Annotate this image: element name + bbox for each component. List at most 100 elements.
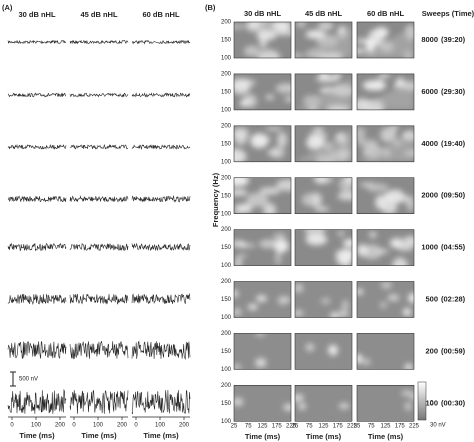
y-axis-label: Frequency (Hz) bbox=[211, 172, 220, 227]
waveform bbox=[69, 390, 129, 414]
blob bbox=[357, 126, 366, 142]
x-tick-label: 125 bbox=[380, 424, 391, 430]
x-tick-label: 0 bbox=[10, 423, 14, 429]
waveform bbox=[131, 195, 191, 203]
colorbar-min: 0 bbox=[430, 401, 434, 407]
blob bbox=[319, 73, 327, 81]
blob bbox=[295, 310, 304, 317]
blob bbox=[243, 45, 260, 57]
heatmap-frame bbox=[294, 281, 353, 318]
blob bbox=[272, 30, 291, 36]
heatmap-frame bbox=[233, 229, 292, 266]
x-tick-label: 75 bbox=[368, 424, 375, 430]
heatmap-frame bbox=[233, 333, 292, 370]
x-axis-label: Time (ms) bbox=[306, 432, 342, 441]
blob bbox=[296, 22, 306, 28]
blob-group bbox=[234, 232, 289, 266]
scale-bar-label: 500 nV bbox=[19, 377, 38, 383]
blob bbox=[402, 307, 412, 317]
waveform bbox=[69, 143, 129, 150]
x-tick-label: 75 bbox=[306, 424, 313, 430]
time-label: (09:50) bbox=[441, 191, 466, 200]
heatmap-bg bbox=[234, 385, 291, 422]
x-tick-label: 200 bbox=[179, 423, 190, 429]
colorbar bbox=[417, 381, 427, 421]
blob bbox=[375, 195, 386, 210]
heatmap-blobs bbox=[357, 281, 414, 317]
heatmap-blobs bbox=[357, 231, 414, 266]
x-tick-label: 0 bbox=[72, 423, 76, 429]
blob bbox=[359, 182, 376, 187]
waveform bbox=[69, 195, 129, 203]
blob bbox=[265, 125, 282, 132]
blob bbox=[275, 249, 282, 266]
blob bbox=[374, 27, 389, 38]
blob bbox=[234, 364, 241, 370]
heatmap-blobs bbox=[295, 283, 349, 318]
heatmap-frame bbox=[233, 281, 292, 318]
y-tick-label: 150 bbox=[221, 141, 232, 147]
blob bbox=[342, 239, 352, 248]
blob bbox=[234, 24, 246, 30]
waveform bbox=[69, 243, 129, 252]
blob-group bbox=[357, 231, 414, 266]
waveform bbox=[131, 144, 191, 150]
blob-group bbox=[234, 333, 267, 370]
streak bbox=[357, 26, 414, 58]
blob bbox=[234, 256, 242, 266]
blob-group bbox=[357, 354, 413, 370]
blob bbox=[234, 289, 238, 298]
heatmap-frame bbox=[356, 333, 415, 370]
blob-group bbox=[234, 289, 291, 316]
sweeps-label: 200 bbox=[425, 346, 438, 355]
x-tick-label: 175 bbox=[333, 424, 344, 430]
waveform bbox=[131, 340, 191, 361]
x-tick-label: 100 bbox=[155, 423, 166, 429]
blob bbox=[263, 202, 277, 214]
column-header: 30 dB nHL bbox=[18, 10, 56, 19]
sweeps-label: 6000 bbox=[421, 87, 438, 96]
heatmap-blobs bbox=[357, 24, 414, 58]
y-tick-label: 150 bbox=[221, 401, 232, 407]
waveform bbox=[7, 293, 67, 305]
blob bbox=[357, 139, 379, 147]
blob bbox=[256, 28, 277, 41]
heatmap-blobs bbox=[357, 125, 414, 162]
blob bbox=[255, 333, 266, 336]
waveform bbox=[7, 92, 66, 98]
time-label: (00:30) bbox=[441, 398, 466, 407]
blob bbox=[259, 187, 281, 195]
blob bbox=[320, 297, 331, 305]
blob bbox=[403, 236, 414, 247]
x-tick-label: 100 bbox=[31, 423, 42, 429]
blob bbox=[337, 230, 345, 237]
column-header: 60 dB nHL bbox=[142, 10, 180, 19]
blob bbox=[401, 390, 413, 396]
blob bbox=[246, 192, 269, 208]
blob bbox=[237, 253, 248, 258]
blob bbox=[338, 309, 349, 318]
heatmap-frame bbox=[356, 177, 415, 214]
x-tick-label: 175 bbox=[395, 424, 406, 430]
blob bbox=[277, 132, 288, 148]
heatmap-blobs bbox=[234, 125, 288, 162]
streak bbox=[295, 26, 352, 58]
heatmap-frame bbox=[233, 177, 292, 214]
sweeps-label: 100 bbox=[425, 398, 438, 407]
heatmap-blobs bbox=[234, 22, 291, 58]
blob bbox=[387, 294, 400, 301]
waveform bbox=[7, 39, 67, 45]
blob bbox=[317, 22, 334, 30]
heatmap-frame bbox=[294, 73, 353, 111]
x-axis-label: Time (ms) bbox=[19, 431, 55, 440]
heatmap-blobs bbox=[295, 127, 352, 162]
blob bbox=[357, 354, 363, 364]
heatmap-blobs bbox=[357, 354, 413, 370]
streak bbox=[295, 77, 352, 110]
y-tick-label: 200 bbox=[221, 71, 232, 77]
blob bbox=[379, 302, 388, 308]
blob-group bbox=[234, 177, 291, 214]
blob-group bbox=[295, 283, 349, 318]
blob bbox=[259, 35, 268, 49]
y-tick-label: 200 bbox=[221, 123, 232, 129]
